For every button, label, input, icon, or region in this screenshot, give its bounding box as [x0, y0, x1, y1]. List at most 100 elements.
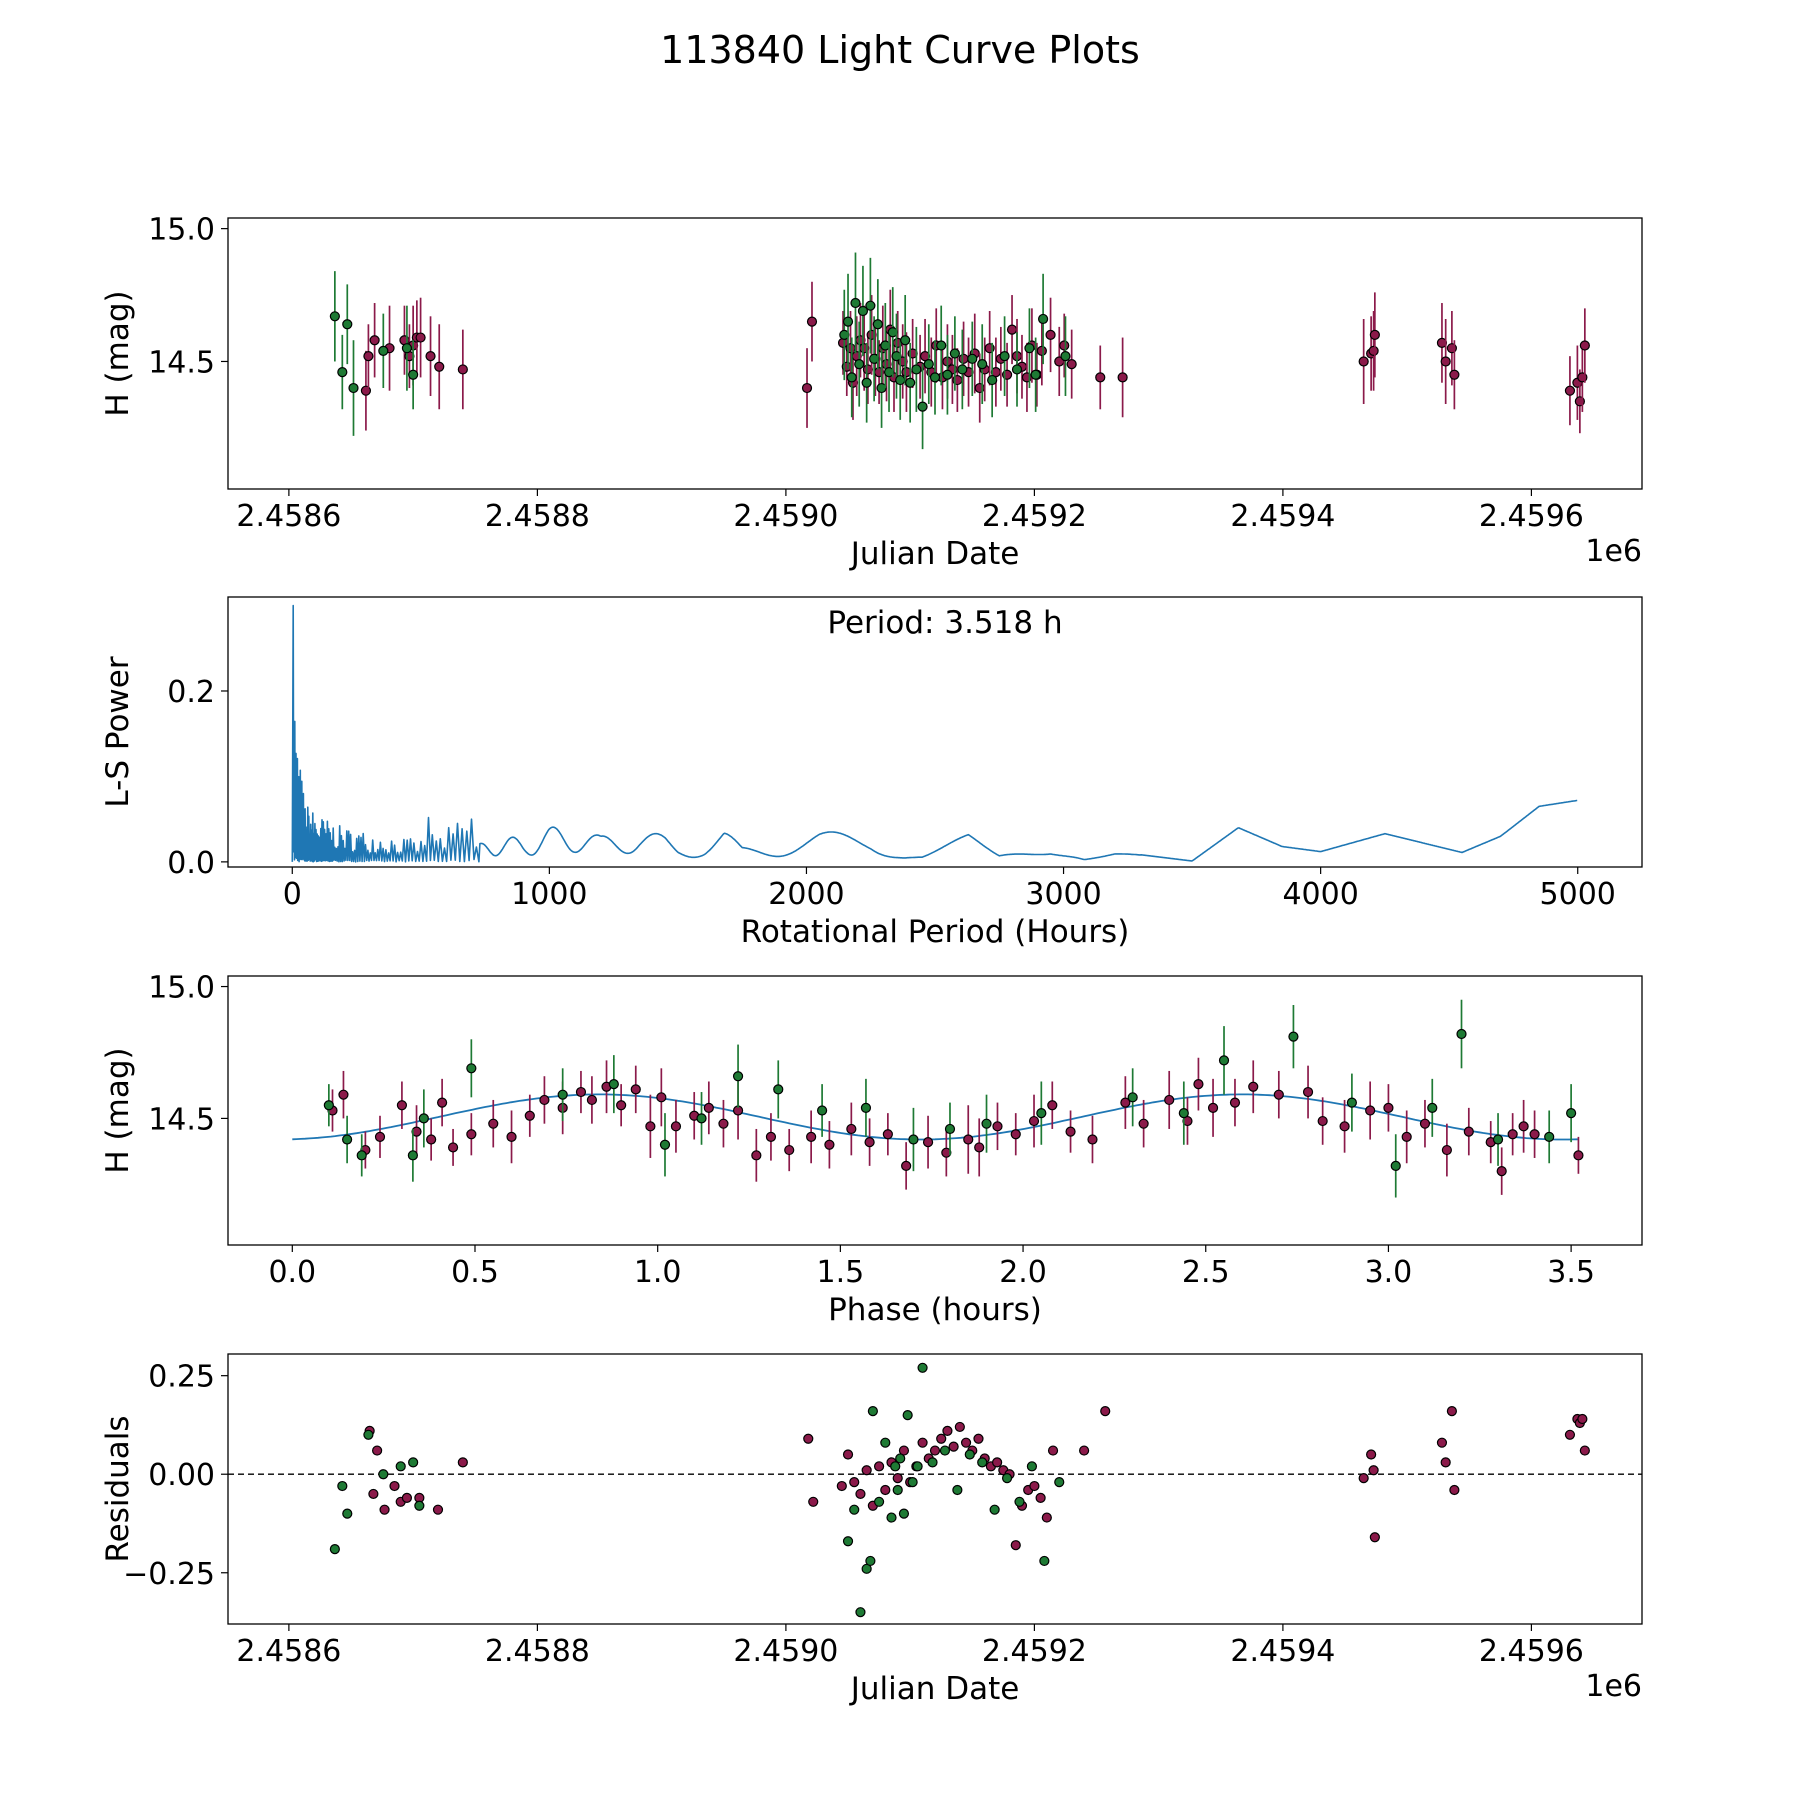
data-point-green — [1054, 1477, 1065, 1488]
data-point-red — [806, 1131, 817, 1142]
data-point-green — [927, 1457, 938, 1468]
data-point-red — [803, 1433, 814, 1444]
data-point-green — [999, 351, 1010, 362]
data-point-green — [1544, 1131, 1555, 1142]
data-point-red — [372, 1445, 383, 1456]
data-point-red — [1047, 1445, 1059, 1456]
data-point-red — [1579, 340, 1590, 351]
data-point-green — [861, 377, 872, 388]
data-point-red — [1248, 1081, 1259, 1092]
x-tick-label: 0.5 — [451, 1255, 499, 1290]
data-point-red — [1193, 1079, 1204, 1090]
x-tick-label: 4000 — [1282, 877, 1358, 912]
data-point-red — [703, 1102, 714, 1113]
data-point-green — [407, 1150, 418, 1161]
panel-phase-folded: 0.0 0.5 1.0 1.5 2.0 2.5 3.0 3.5 14.5 15.0 Phase (h… — [100, 971, 1643, 1328]
data-point-red — [1120, 1097, 1131, 1108]
data-point-red — [379, 1504, 390, 1515]
data-point-green — [401, 343, 413, 354]
data-point-green — [1390, 1160, 1401, 1171]
data-point-red — [1100, 1406, 1111, 1417]
y-tick-label: 0.2 — [167, 675, 215, 710]
data-point-green — [1039, 1555, 1050, 1567]
data-point-red — [630, 1084, 641, 1095]
data-point-green — [1024, 343, 1035, 354]
data-point-red — [656, 1092, 667, 1103]
data-point-red — [575, 1086, 587, 1098]
panel-periodogram: 0 1000 2000 3000 4000 5000 0.0 0.2 Rotational Pe… — [100, 596, 1643, 950]
data-point-green — [1060, 351, 1071, 362]
data-point-red — [1036, 345, 1047, 356]
y-tick-label: 0.0 — [167, 846, 215, 881]
data-point-red — [1358, 1473, 1369, 1484]
data-point-red — [369, 335, 380, 346]
data-point-red — [488, 1118, 499, 1129]
data-point-green — [408, 369, 419, 380]
x-tick-label: 3.5 — [1547, 1255, 1595, 1290]
data-point-green — [939, 1445, 951, 1456]
x-axis-label: Rotational Period (Hours) — [741, 914, 1130, 950]
data-point-green — [1011, 364, 1023, 375]
data-point-red — [1369, 329, 1380, 341]
data-point-green — [1288, 1031, 1299, 1042]
data-point-green — [987, 374, 998, 386]
data-point-red — [1365, 1105, 1376, 1116]
data-point-red — [1339, 1121, 1350, 1132]
data-point-green — [865, 300, 876, 311]
x-tick-label: 1.5 — [817, 1255, 865, 1290]
data-point-red — [1317, 1115, 1328, 1127]
data-point-red — [1449, 1484, 1460, 1496]
data-point-red — [1229, 1097, 1241, 1108]
data-point-red — [1449, 369, 1460, 380]
x-tick-label: 5000 — [1540, 877, 1616, 912]
data-point-red — [1006, 324, 1018, 335]
x-tick-label: 3.0 — [1365, 1255, 1413, 1290]
data-point-red — [784, 1144, 795, 1156]
data-point-green — [957, 364, 968, 375]
data-point-red — [1045, 329, 1056, 341]
data-point-red — [974, 1142, 985, 1153]
data-point-red — [836, 1480, 847, 1492]
data-point-green — [732, 1071, 744, 1082]
x-tick-label: 2.4592 — [982, 499, 1087, 534]
data-point-green — [917, 401, 928, 412]
data-point-green — [890, 1461, 901, 1472]
data-point-green — [952, 1484, 963, 1496]
data-point-green — [949, 348, 960, 359]
data-point-red — [1496, 1166, 1507, 1177]
data-point-red — [1446, 1406, 1457, 1417]
data-point-red — [586, 1094, 598, 1106]
data-point-green — [873, 1496, 885, 1507]
data-point-green — [1178, 1108, 1189, 1119]
data-point-red — [963, 1134, 974, 1145]
data-point-red — [415, 332, 426, 343]
data-point-red — [1273, 1089, 1284, 1100]
data-point-green — [1218, 1055, 1230, 1066]
data-point-red — [808, 1496, 819, 1507]
data-point-red — [954, 1421, 965, 1433]
data-point-green — [944, 1123, 956, 1135]
data-point-red — [973, 1433, 984, 1444]
data-point-green — [898, 1508, 910, 1519]
plot-area — [291, 604, 1578, 863]
data-point-red — [1518, 1121, 1529, 1132]
y-axis-label: H (mag) — [100, 1047, 136, 1173]
data-point-green — [557, 1089, 568, 1100]
data-point-red — [942, 1425, 953, 1436]
data-point-green — [1492, 1134, 1504, 1145]
data-point-red — [1366, 1449, 1377, 1460]
data-point-red — [1369, 1532, 1380, 1543]
data-point-green — [981, 1118, 992, 1129]
panel-light-curve: 2.4586 2.4588 2.4590 2.4592 2.4594 2.4596 14.5… — [100, 213, 1643, 572]
data-point-green — [1030, 369, 1041, 380]
data-point-green — [895, 374, 906, 386]
data-point-red — [1564, 385, 1576, 396]
data-point-green — [659, 1139, 671, 1150]
data-point-red — [992, 1121, 1003, 1132]
y-axis-label: H (mag) — [100, 290, 136, 416]
plot-area — [228, 1362, 1642, 1618]
data-point-red — [360, 385, 372, 396]
data-point-red — [457, 1457, 468, 1468]
